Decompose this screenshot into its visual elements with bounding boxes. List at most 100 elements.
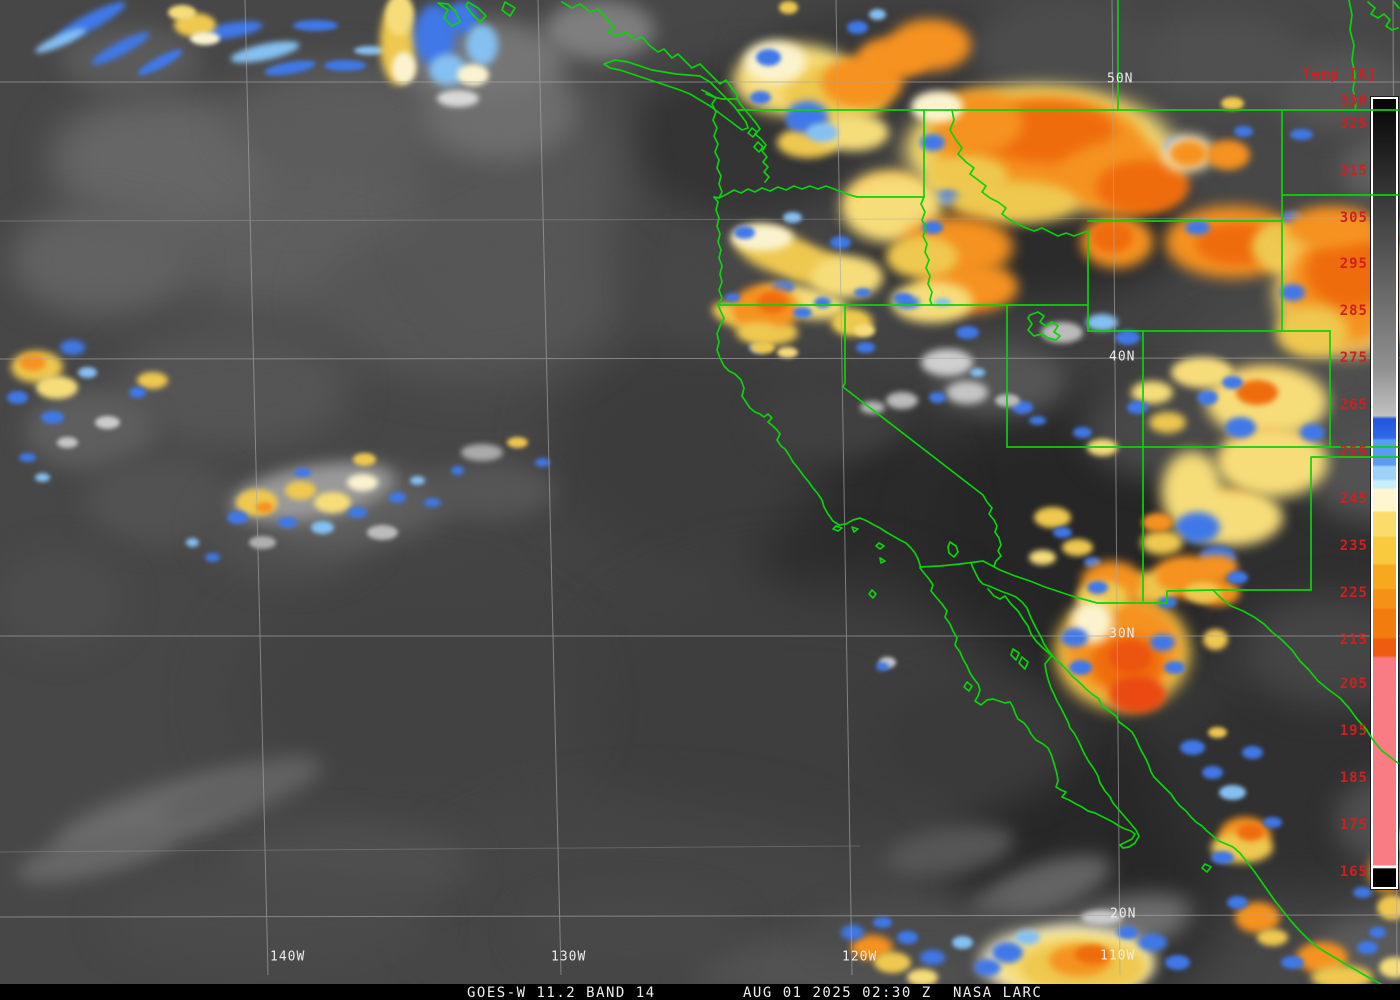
colorbar-tick-215: 215 xyxy=(1339,632,1368,648)
cloud-blob xyxy=(136,371,168,389)
cloud-blob xyxy=(1206,140,1250,170)
cloud-blob xyxy=(919,133,945,151)
geo-label-40n: 40N xyxy=(1109,349,1136,365)
cloud-blob xyxy=(425,462,555,518)
cloud-blob xyxy=(56,436,78,448)
cloud-blob xyxy=(392,52,416,84)
cloud-blob xyxy=(1221,375,1243,389)
caption-bar: GOES-W 11.2 BAND 14 AUG 01 2025 02:30 Z … xyxy=(0,984,1400,1000)
colorbar-tick-330: 330 xyxy=(1339,93,1368,109)
cloud-blob xyxy=(190,31,220,45)
cloud-blob xyxy=(366,524,398,540)
colorbar-tick-295: 295 xyxy=(1339,256,1368,272)
cloud-blob xyxy=(1033,506,1071,528)
colorbar-tick-165: 165 xyxy=(1339,864,1368,880)
cloud-blob xyxy=(461,443,503,461)
cloud-blob xyxy=(1286,206,1378,248)
cloud-blob xyxy=(951,935,973,949)
cloud-blob xyxy=(1052,526,1072,538)
cloud-blob xyxy=(1224,416,1256,438)
cloud-blob xyxy=(77,366,97,378)
cloud-blob xyxy=(868,8,886,20)
geo-label-50n: 50N xyxy=(1107,71,1134,87)
cloud-blob xyxy=(1196,389,1218,405)
cloud-blob xyxy=(919,949,945,965)
cloud-blob xyxy=(1141,529,1183,555)
geo-label-20n: 20N xyxy=(1110,906,1137,922)
colorbar-tick-265: 265 xyxy=(1339,397,1368,413)
caption-credit: NASA LARC xyxy=(953,985,1043,1000)
cloud-blob xyxy=(778,0,798,14)
cloud-blob xyxy=(284,480,316,500)
cloud-blob xyxy=(1148,411,1186,433)
cloud-blob xyxy=(292,19,338,31)
cloud-blob xyxy=(388,491,406,503)
colorbar-tick-205: 205 xyxy=(1339,676,1368,692)
cloud-blob xyxy=(1279,283,1305,301)
colorbar-tick-175: 175 xyxy=(1339,817,1368,833)
cloud-blob xyxy=(1168,139,1208,167)
cloud-blob xyxy=(204,552,220,562)
cloud-blob xyxy=(1114,329,1140,345)
cloud-blob xyxy=(277,516,297,528)
colorbar-tick-305: 305 xyxy=(1339,210,1368,226)
cloud-blob xyxy=(1276,306,1348,358)
colorbar-tick-285: 285 xyxy=(1339,303,1368,319)
cloud-blob xyxy=(1131,380,1173,404)
cloud-blob xyxy=(875,661,889,671)
cloud-blob xyxy=(352,452,376,466)
cloud-blob xyxy=(25,390,155,470)
cloud-blob xyxy=(889,19,971,71)
cloud-blob xyxy=(1028,415,1046,425)
colorbar-tick-225: 225 xyxy=(1339,585,1368,601)
colorbar-tick-195: 195 xyxy=(1339,723,1368,739)
cloud-blob xyxy=(466,24,498,66)
geo-label-140w: 140W xyxy=(270,949,306,965)
cloud-blob xyxy=(1236,379,1278,405)
cloud-blob xyxy=(1289,128,1313,140)
cloud-blob xyxy=(313,491,351,513)
cloud-blob xyxy=(128,386,146,398)
colorbar-tick-275: 275 xyxy=(1339,350,1368,366)
cloud-blob xyxy=(1299,423,1325,441)
cloud-blob xyxy=(506,436,528,448)
cloud-blob xyxy=(878,656,896,668)
geo-label-120w: 120W xyxy=(842,949,878,965)
colorbar-tick-185: 185 xyxy=(1339,770,1368,786)
colorbar-title: Temp [K] xyxy=(1302,67,1378,83)
caption-datetime: AUG 01 2025 02:30 Z xyxy=(743,985,932,1000)
cloud-blob xyxy=(18,452,36,462)
cloud-blob xyxy=(1086,313,1118,331)
geo-label-130w: 130W xyxy=(551,949,587,965)
cloud-blob xyxy=(293,467,311,477)
cloud-blob xyxy=(906,968,938,984)
cloud-blob xyxy=(1130,15,1310,105)
cloud-blob xyxy=(1096,161,1188,213)
geo-label-110w: 110W xyxy=(1100,948,1136,964)
cloud-blob xyxy=(1072,426,1092,438)
cloud-blob xyxy=(226,510,248,524)
cloud-blob xyxy=(1220,96,1244,110)
cloud-blob xyxy=(437,89,479,107)
geo-label-30n: 30N xyxy=(1109,626,1136,642)
cloud-blob xyxy=(110,875,430,965)
cloud-blob xyxy=(34,472,50,482)
cloud-blob xyxy=(386,0,414,36)
cloud-blob xyxy=(1233,125,1253,137)
colorbar-tick-255: 255 xyxy=(1339,444,1368,460)
cloud-blob xyxy=(450,465,464,475)
cloud-blob xyxy=(36,375,78,399)
cloud-blob xyxy=(755,48,781,66)
cloud-blob xyxy=(324,59,366,71)
cloud-blob xyxy=(6,390,28,404)
colorbar-tick-325: 325 xyxy=(1339,116,1368,132)
cloud-blob xyxy=(346,473,378,491)
cloud-blob xyxy=(423,497,441,507)
colorbar-tick-235: 235 xyxy=(1339,538,1368,554)
cloud-blob xyxy=(896,930,918,944)
cloud-blob xyxy=(933,297,951,307)
cloud-blob xyxy=(347,506,367,518)
